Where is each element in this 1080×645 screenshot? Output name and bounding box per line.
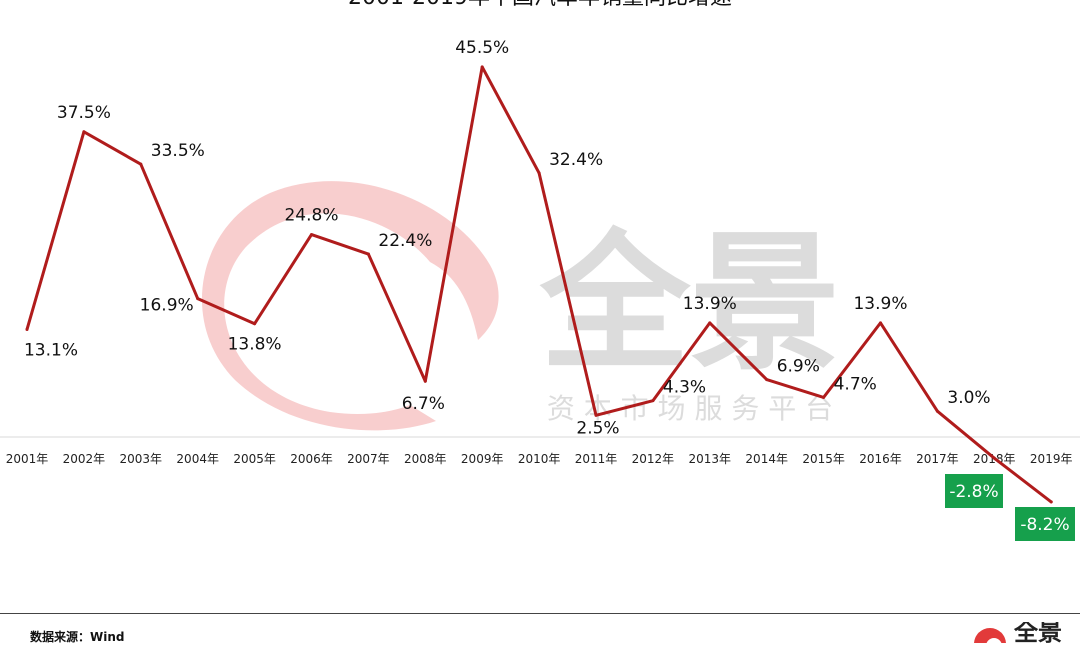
data-point bbox=[1049, 500, 1053, 504]
x-tick-label: 2019年 bbox=[1030, 452, 1073, 466]
data-point bbox=[366, 252, 370, 256]
data-point bbox=[423, 379, 427, 383]
data-label: -2.8% bbox=[949, 482, 998, 502]
data-point bbox=[253, 322, 257, 326]
brand-logo: 全景 bbox=[966, 622, 1076, 643]
data-label: -8.2% bbox=[1020, 515, 1069, 535]
data-label: 4.7% bbox=[834, 374, 877, 394]
negative-label-bg bbox=[945, 474, 1003, 508]
data-source-note: 数据来源：Wind bbox=[30, 630, 125, 644]
data-label: 6.7% bbox=[402, 394, 445, 414]
data-label: 13.1% bbox=[24, 340, 78, 360]
x-tick-label: 2006年 bbox=[290, 452, 333, 466]
data-point bbox=[25, 327, 29, 331]
chart-title: 2001-2019年中国汽车年销量同比增速 bbox=[348, 0, 732, 10]
watermark-main-text: 全景 bbox=[539, 217, 840, 391]
x-tick-label: 2008年 bbox=[404, 452, 447, 466]
watermark: 全景 资 本 市 场 服 务 平 台 bbox=[201, 181, 840, 431]
x-tick-label: 2017年 bbox=[916, 452, 959, 466]
data-label: 3.0% bbox=[947, 388, 990, 408]
logo-swirl-icon bbox=[974, 628, 1006, 643]
x-tick-label: 2010年 bbox=[518, 452, 561, 466]
x-tick-label: 2011年 bbox=[575, 452, 618, 466]
data-label: 13.9% bbox=[683, 294, 737, 314]
x-tick-label: 2016年 bbox=[859, 452, 902, 466]
data-point bbox=[708, 321, 712, 325]
x-tick-label: 2009年 bbox=[461, 452, 504, 466]
data-label: 33.5% bbox=[151, 141, 205, 161]
data-label: 32.4% bbox=[549, 150, 603, 170]
x-tick-label: 2001年 bbox=[6, 452, 49, 466]
data-point bbox=[935, 409, 939, 413]
data-point bbox=[196, 297, 200, 301]
x-tick-label: 2013年 bbox=[689, 452, 732, 466]
data-point bbox=[765, 378, 769, 382]
data-labels: 13.1% 37.5% 33.5% 16.9% 13.8% 24.8% 22.4% 6.7% 4… bbox=[24, 38, 1075, 541]
data-point bbox=[822, 395, 826, 399]
data-point bbox=[139, 162, 143, 166]
data-label: 37.5% bbox=[57, 103, 111, 123]
data-label: 22.4% bbox=[378, 231, 432, 251]
x-tick-labels: 2001年 2002年 2003年 2004年 2005年 2006年 2007年 2008年… bbox=[6, 452, 1073, 466]
data-label: 6.9% bbox=[777, 357, 820, 377]
data-point bbox=[480, 65, 484, 69]
data-point bbox=[82, 130, 86, 134]
negative-label-bg bbox=[1015, 507, 1075, 541]
x-tick-label: 2004年 bbox=[176, 452, 219, 466]
data-label: 16.9% bbox=[140, 296, 194, 316]
x-tick-label: 2015年 bbox=[802, 452, 845, 466]
data-label: 45.5% bbox=[455, 38, 509, 58]
data-point bbox=[651, 399, 655, 403]
x-tick-label: 2005年 bbox=[233, 452, 276, 466]
x-tick-label: 2014年 bbox=[745, 452, 788, 466]
series-sales-growth bbox=[25, 65, 1053, 504]
data-label: 2.5% bbox=[576, 418, 619, 438]
data-label: 13.8% bbox=[228, 335, 282, 355]
x-tick-label: 2007年 bbox=[347, 452, 390, 466]
x-tick-label: 2002年 bbox=[63, 452, 106, 466]
data-point bbox=[992, 456, 996, 460]
footer-divider bbox=[0, 613, 1080, 614]
logo-text: 全景 bbox=[1014, 622, 1062, 643]
data-label: 24.8% bbox=[284, 206, 338, 226]
data-point bbox=[879, 321, 882, 325]
data-point bbox=[594, 413, 598, 417]
data-point bbox=[310, 233, 313, 237]
data-label: 4.3% bbox=[663, 378, 706, 398]
x-tick-label: 2003年 bbox=[120, 452, 163, 466]
data-point bbox=[537, 171, 541, 175]
watermark-swirl bbox=[201, 181, 499, 431]
data-label: 13.9% bbox=[853, 294, 907, 314]
x-tick-label: 2012年 bbox=[632, 452, 675, 466]
